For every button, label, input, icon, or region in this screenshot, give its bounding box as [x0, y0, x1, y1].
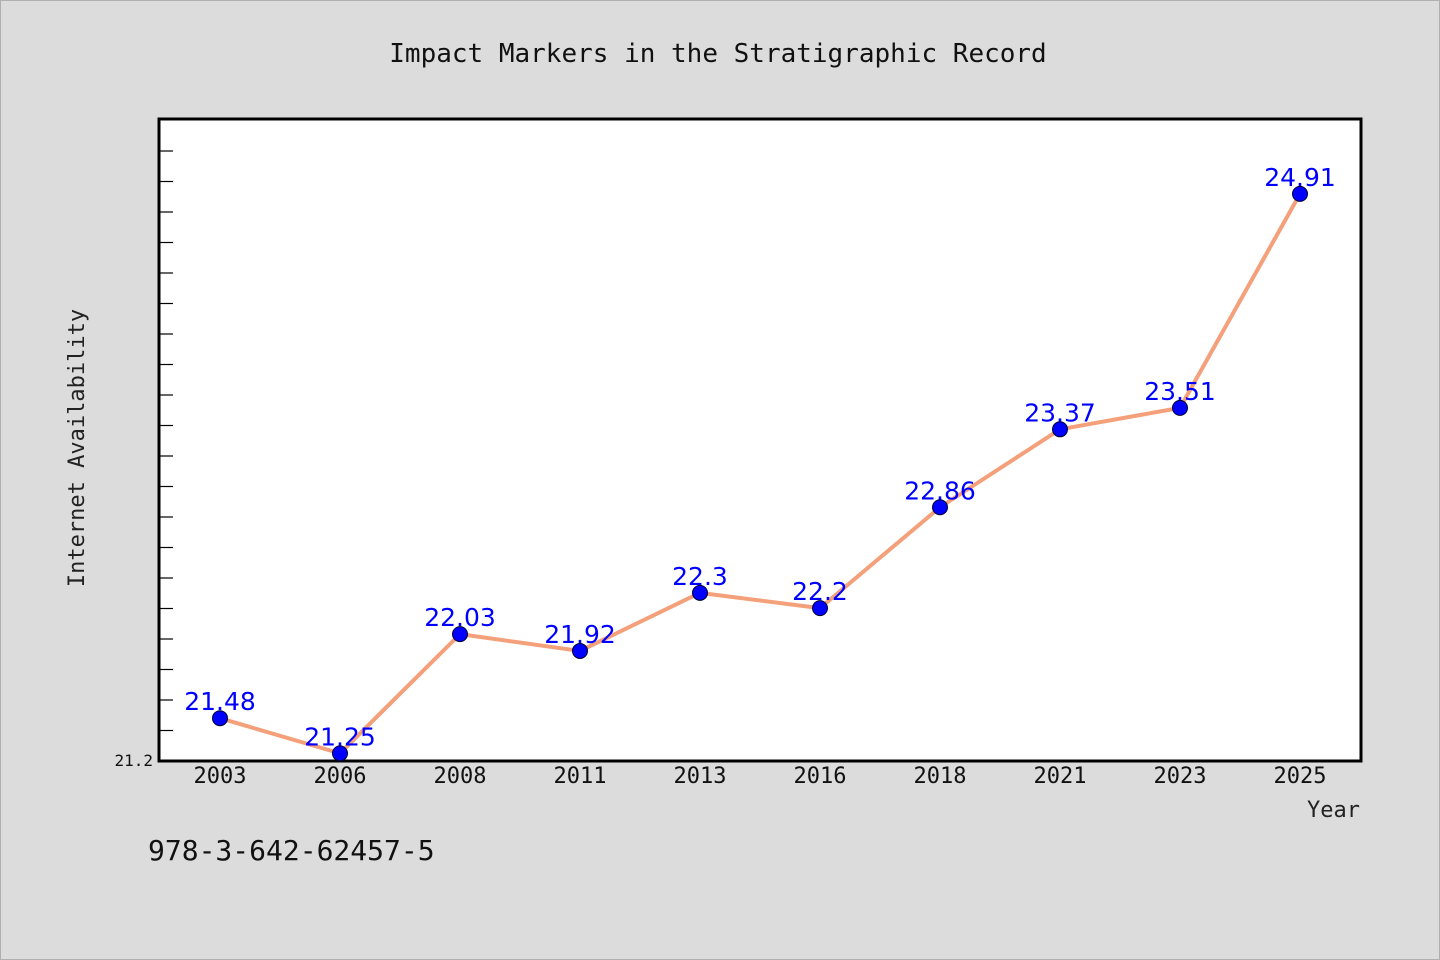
x-tick-label: 2025 [1274, 764, 1327, 789]
data-point [1052, 421, 1068, 438]
x-axis-label: Year [1307, 798, 1360, 823]
x-tick-label: 2018 [914, 764, 967, 789]
data-point [1172, 399, 1188, 416]
x-axis-ticks: 2003 2006 2008 2011 2013 2016 2018 2021 2023 2025 [194, 764, 1327, 789]
data-label: 22.03 [424, 603, 496, 632]
data-label: 23.37 [1024, 398, 1096, 427]
data-label: 23.51 [1144, 377, 1216, 406]
x-tick-label: 2016 [794, 764, 847, 789]
y-axis-label: Internet Availability [65, 309, 90, 587]
data-point [932, 499, 948, 516]
data-labels: 21.48 21.25 22.03 21.92 22.3 22.2 22.86 23.37 23… [184, 163, 1336, 751]
isbn-text: 978-3-642-62457-5 [148, 834, 435, 867]
x-tick-label: 2023 [1154, 764, 1207, 789]
data-label: 22.86 [904, 476, 976, 505]
data-label: 21.48 [184, 687, 256, 716]
data-point [452, 626, 468, 643]
x-tick-label: 2008 [434, 764, 487, 789]
data-point [572, 642, 588, 659]
data-point [812, 600, 828, 617]
y-tick-label: 21.2 [114, 751, 153, 770]
chart-title: Impact Markers in the Stratigraphic Reco… [389, 39, 1046, 69]
data-label: 22.3 [672, 562, 728, 591]
series-line [219, 192, 1302, 756]
data-markers [212, 185, 1308, 762]
data-label: 21.25 [304, 722, 376, 751]
data-point [212, 710, 228, 727]
x-tick-label: 2006 [314, 764, 367, 789]
data-point [1292, 185, 1308, 202]
data-point [332, 745, 348, 762]
y-axis-ticks: 21.2 [114, 150, 173, 770]
data-point [692, 584, 708, 601]
data-label: 21.92 [544, 620, 616, 649]
x-tick-label: 2011 [554, 764, 607, 789]
data-label: 22.2 [792, 577, 848, 606]
x-tick-label: 2003 [194, 764, 247, 789]
x-tick-label: 2013 [674, 764, 727, 789]
data-label: 24.91 [1264, 163, 1336, 192]
plot-area [157, 117, 1363, 763]
x-tick-label: 2021 [1034, 764, 1087, 789]
